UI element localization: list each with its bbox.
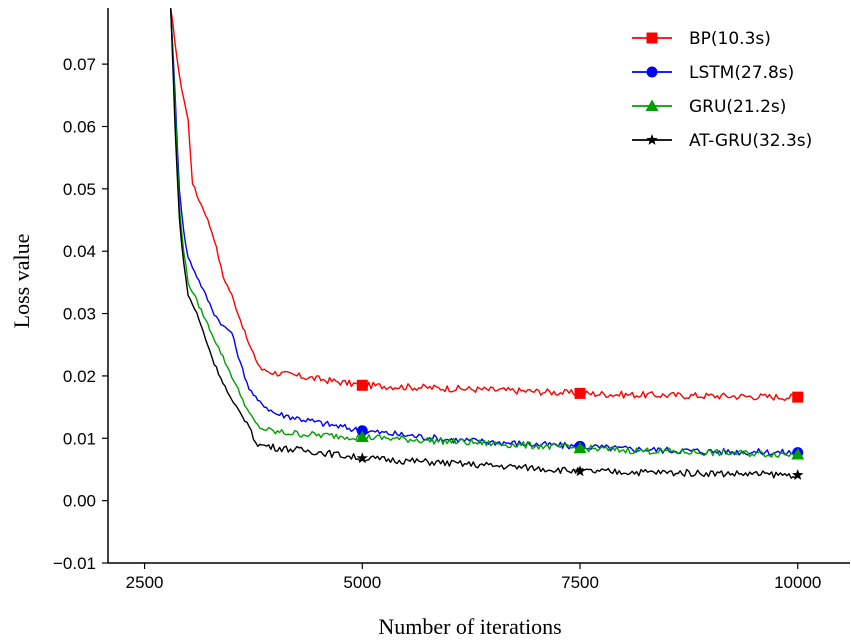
legend-item: GRU(21.2s) <box>632 97 786 117</box>
series-layer <box>170 7 805 480</box>
legend-label: GRU(21.2s) <box>689 97 786 117</box>
x-axis-title: Number of iterations <box>378 614 561 639</box>
x-tick-label: 10000 <box>774 573 821 592</box>
y-tick-label: 0.03 <box>63 305 96 324</box>
data-point-marker <box>792 469 804 480</box>
data-point-marker <box>356 452 368 464</box>
legend-marker <box>646 66 658 78</box>
y-axis-title: Loss value <box>9 234 34 329</box>
y-tick-label: 0.04 <box>63 242 96 261</box>
legend-marker <box>645 99 659 111</box>
x-axis-ticks: 2500 5000 7500 10000 <box>126 563 821 592</box>
data-point-marker <box>574 465 586 477</box>
legend-marker <box>646 134 658 145</box>
y-tick-label: 0.06 <box>63 117 96 136</box>
legend: BP(10.3s) LSTM(27.8s) GRU(21.2s) AT-GRU(32.… <box>632 29 812 151</box>
legend-item: BP(10.3s) <box>632 29 771 49</box>
y-tick-label: 0.07 <box>63 55 96 74</box>
legend-marker <box>646 32 658 44</box>
y-tick-label: 0.00 <box>63 492 96 511</box>
y-tick-label: −0.01 <box>53 554 96 573</box>
data-point-marker <box>355 430 369 443</box>
y-tick-label: 0.01 <box>63 429 96 448</box>
legend-label: AT-GRU(32.3s) <box>689 131 812 151</box>
series-line <box>170 7 799 480</box>
y-tick-label: 0.05 <box>63 180 96 199</box>
x-tick-label: 5000 <box>343 573 381 592</box>
data-point-marker <box>574 387 586 399</box>
y-tick-label: 0.02 <box>63 367 96 386</box>
y-axis-ticks: −0.01 0.00 0.01 0.02 0.03 0.04 0.05 0.06 0.07 <box>53 55 108 573</box>
legend-item: AT-GRU(32.3s) <box>632 131 812 151</box>
series-at-gru <box>170 7 804 480</box>
legend-item: LSTM(27.8s) <box>632 63 794 83</box>
x-tick-label: 7500 <box>561 573 599 592</box>
legend-label: BP(10.3s) <box>689 29 771 49</box>
x-tick-label: 2500 <box>126 573 164 592</box>
series-bp <box>170 7 804 403</box>
data-point-marker <box>791 447 805 460</box>
legend-label: LSTM(27.8s) <box>689 63 794 83</box>
data-point-marker <box>792 391 804 403</box>
series-gru <box>170 8 805 460</box>
data-point-marker <box>573 441 587 454</box>
data-point-marker <box>356 379 368 391</box>
series-line <box>170 7 798 402</box>
series-line <box>170 8 799 458</box>
